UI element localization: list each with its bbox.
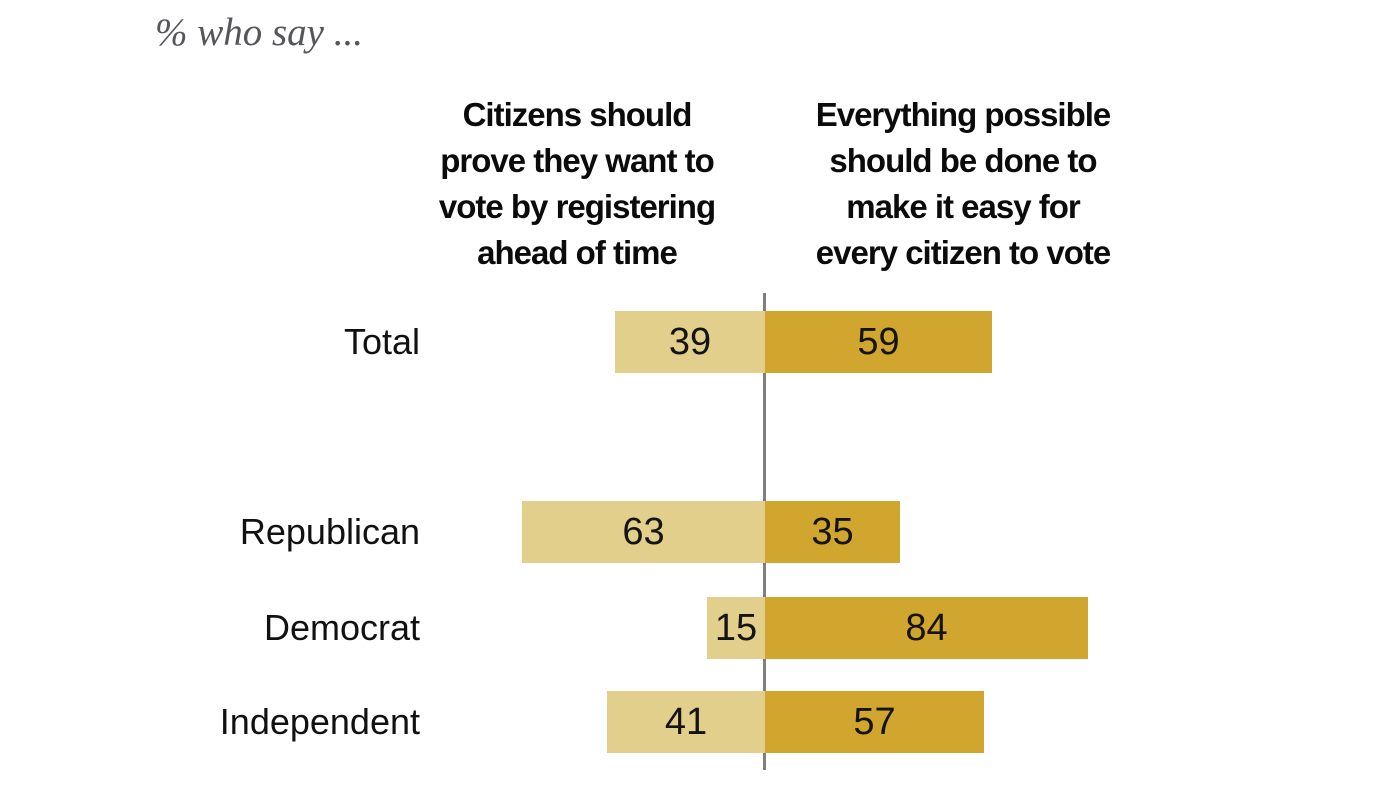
bar-left-republican: 63	[522, 501, 765, 563]
bar-right-democrat: 84	[765, 597, 1088, 659]
bar-left-total: 39	[615, 311, 765, 373]
bar-left-independent: 41	[607, 691, 765, 753]
category-label-republican: Republican	[239, 511, 420, 552]
column-header-register-ahead: Citizens should prove they want to vote …	[438, 96, 716, 271]
chart-title: % who say ...	[155, 11, 363, 54]
column-header-make-voting-easy: Everything possible should be done to ma…	[815, 96, 1112, 271]
bar-right-republican: 35	[765, 501, 900, 563]
category-label-independent: Independent	[219, 701, 420, 742]
bar-value-label: 41	[664, 700, 708, 743]
category-label-total: Total	[343, 321, 420, 362]
bar-value-label: 84	[905, 606, 948, 649]
category-label-democrat: Democrat	[263, 607, 420, 648]
bar-right-total: 59	[765, 311, 992, 373]
bar-value-label: 59	[857, 320, 900, 363]
bar-value-label: 15	[714, 606, 758, 649]
bar-value-label: 39	[668, 320, 712, 363]
bar-value-label: 35	[811, 510, 854, 553]
bar-value-label: 63	[622, 510, 665, 553]
bar-value-label: 57	[853, 700, 896, 743]
bar-left-democrat: 15	[707, 597, 765, 659]
bar-right-independent: 57	[765, 691, 984, 753]
